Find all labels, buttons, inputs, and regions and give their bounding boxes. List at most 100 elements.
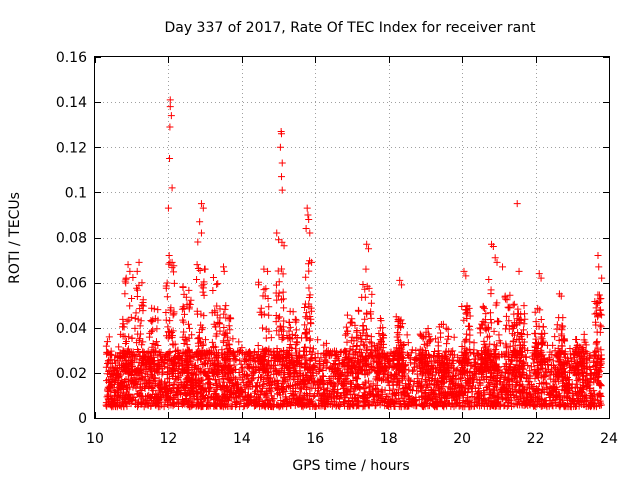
data-point: [139, 354, 147, 362]
data-point: [424, 350, 432, 358]
data-point: [484, 323, 492, 331]
data-point: [313, 369, 321, 377]
data-point: [477, 325, 485, 333]
data-point: [343, 369, 351, 377]
data-point: [134, 381, 142, 389]
data-point: [150, 368, 158, 376]
data-point: [224, 356, 232, 364]
data-point: [309, 345, 317, 353]
data-point: [373, 381, 381, 389]
data-point: [560, 400, 568, 408]
data-point: [105, 367, 113, 375]
data-point: [444, 332, 452, 340]
data-point: [116, 401, 124, 409]
data-point: [162, 284, 170, 292]
data-point: [554, 344, 562, 352]
plot-frame: [94, 56, 610, 419]
y-tick-label: 0.02: [56, 366, 87, 382]
data-point: [531, 339, 539, 347]
data-point: [363, 332, 371, 340]
data-point: [138, 341, 146, 349]
data-point: [546, 383, 554, 391]
data-point: [274, 352, 282, 360]
data-point: [277, 383, 285, 391]
data-point: [474, 389, 482, 397]
data-point: [330, 393, 338, 401]
data-point: [170, 268, 178, 276]
data-point: [105, 333, 113, 341]
data-point: [442, 348, 450, 356]
data-point: [200, 395, 208, 403]
data-point: [494, 317, 502, 325]
data-point: [108, 396, 116, 404]
data-point: [234, 381, 242, 389]
data-point: [210, 388, 218, 396]
data-point: [517, 310, 525, 318]
data-point: [125, 316, 133, 324]
data-point: [236, 357, 244, 365]
data-point: [501, 293, 509, 301]
data-point: [597, 346, 605, 354]
data-point: [164, 369, 172, 377]
data-point: [437, 320, 445, 328]
data-point: [436, 385, 444, 393]
data-point: [436, 358, 444, 366]
data-point: [288, 344, 296, 352]
data-point: [598, 311, 606, 319]
data-point: [103, 348, 111, 356]
data-point: [597, 323, 605, 331]
data-point: [375, 329, 383, 337]
data-point: [577, 343, 585, 351]
data-point: [454, 399, 462, 407]
data-point: [150, 348, 158, 356]
data-point: [285, 395, 293, 403]
data-point: [343, 359, 351, 367]
data-point: [166, 123, 174, 131]
data-point: [500, 386, 508, 394]
data-point: [527, 363, 535, 371]
data-point: [293, 357, 301, 365]
data-point: [459, 391, 467, 399]
data-point: [482, 375, 490, 383]
data-point: [433, 380, 441, 388]
data-point: [215, 376, 223, 384]
data-point: [397, 316, 405, 324]
data-point: [336, 403, 344, 410]
data-point: [523, 394, 531, 402]
data-point: [466, 312, 474, 320]
data-point: [111, 376, 119, 384]
data-point: [163, 392, 171, 400]
data-point: [166, 384, 174, 392]
data-point: [561, 384, 569, 392]
data-point: [502, 350, 510, 358]
data-point: [422, 383, 430, 391]
data-point: [556, 355, 564, 363]
data-point: [255, 365, 263, 373]
data-point: [298, 385, 306, 393]
data-point: [243, 380, 251, 388]
data-point: [404, 351, 412, 359]
data-point: [302, 356, 310, 364]
data-point: [197, 321, 205, 329]
data-point: [234, 347, 242, 355]
data-point: [175, 352, 183, 360]
data-point: [394, 323, 402, 331]
data-point: [293, 338, 301, 346]
data-point: [496, 378, 504, 386]
data-point: [185, 305, 193, 313]
data-point: [226, 326, 234, 334]
data-point: [353, 328, 361, 336]
data-point: [437, 394, 445, 402]
data-point: [153, 325, 161, 333]
data-point: [244, 364, 252, 372]
data-point: [225, 322, 233, 330]
data-point: [555, 314, 563, 322]
data-point: [538, 397, 546, 405]
data-point: [462, 272, 470, 280]
data-point: [114, 384, 122, 392]
data-point: [179, 303, 187, 311]
data-point: [283, 384, 291, 392]
data-point: [493, 366, 501, 374]
data-point: [399, 368, 407, 376]
data-point: [227, 348, 235, 356]
